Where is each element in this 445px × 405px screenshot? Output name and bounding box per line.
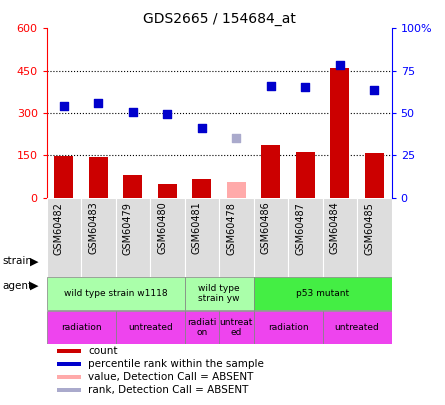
Text: rank, Detection Call = ABSENT: rank, Detection Call = ABSENT [88, 385, 248, 395]
Bar [227, 182, 246, 198]
Bar [123, 175, 142, 198]
Text: GSM60487: GSM60487 [295, 202, 305, 254]
Bar [185, 311, 219, 344]
Bar [254, 277, 392, 310]
Text: agent: agent [2, 281, 32, 290]
Bar [296, 152, 315, 198]
Text: ▶: ▶ [30, 281, 39, 290]
Text: count: count [88, 346, 117, 356]
Text: GSM60478: GSM60478 [227, 202, 236, 254]
Text: untreat
ed: untreat ed [220, 318, 253, 337]
Point [95, 100, 102, 107]
Text: strain: strain [2, 256, 32, 266]
Bar [365, 153, 384, 198]
Bar [57, 349, 81, 353]
Bar [47, 198, 81, 277]
Bar [185, 198, 219, 277]
Point [164, 110, 171, 117]
Text: wild type strain w1118: wild type strain w1118 [64, 289, 167, 298]
Bar [219, 311, 254, 344]
Bar [192, 179, 211, 198]
Bar [357, 198, 392, 277]
Text: GSM60479: GSM60479 [123, 202, 133, 254]
Point [233, 135, 240, 142]
Text: radiati
on: radiati on [187, 318, 217, 337]
Text: GSM60485: GSM60485 [364, 202, 374, 254]
Bar [81, 198, 116, 277]
Point [198, 124, 206, 131]
Bar [57, 388, 81, 392]
Bar [323, 311, 392, 344]
Bar [288, 198, 323, 277]
Point [336, 62, 344, 68]
Point [267, 83, 275, 90]
Text: GSM60482: GSM60482 [54, 202, 64, 254]
Text: value, Detection Call = ABSENT: value, Detection Call = ABSENT [88, 372, 254, 382]
Point [61, 103, 68, 109]
Bar [150, 198, 185, 277]
Text: p53 mutant: p53 mutant [296, 289, 349, 298]
Text: percentile rank within the sample: percentile rank within the sample [88, 359, 264, 369]
Bar [116, 311, 185, 344]
Bar [158, 183, 177, 198]
Bar [254, 198, 288, 277]
Bar [57, 362, 81, 366]
Bar [185, 277, 254, 310]
Title: GDS2665 / 154684_at: GDS2665 / 154684_at [143, 12, 295, 26]
Bar [116, 198, 150, 277]
Text: ▶: ▶ [30, 256, 39, 266]
Point [129, 109, 137, 115]
Bar [330, 68, 349, 198]
Bar [219, 198, 254, 277]
Bar [261, 145, 280, 198]
Point [302, 83, 309, 90]
Text: radiation: radiation [268, 323, 308, 332]
Text: GSM60480: GSM60480 [158, 202, 167, 254]
Text: wild type
strain yw: wild type strain yw [198, 284, 240, 303]
Bar [254, 311, 323, 344]
Text: GSM60481: GSM60481 [192, 202, 202, 254]
Text: radiation: radiation [61, 323, 101, 332]
Text: GSM60486: GSM60486 [261, 202, 271, 254]
Bar [47, 277, 185, 310]
Point [371, 87, 378, 94]
Text: untreated: untreated [128, 323, 173, 332]
Bar [47, 311, 116, 344]
Bar [57, 375, 81, 379]
Text: GSM60483: GSM60483 [89, 202, 98, 254]
Bar [54, 156, 73, 198]
Text: GSM60484: GSM60484 [330, 202, 340, 254]
Text: untreated: untreated [335, 323, 380, 332]
Bar [323, 198, 357, 277]
Bar [89, 157, 108, 198]
